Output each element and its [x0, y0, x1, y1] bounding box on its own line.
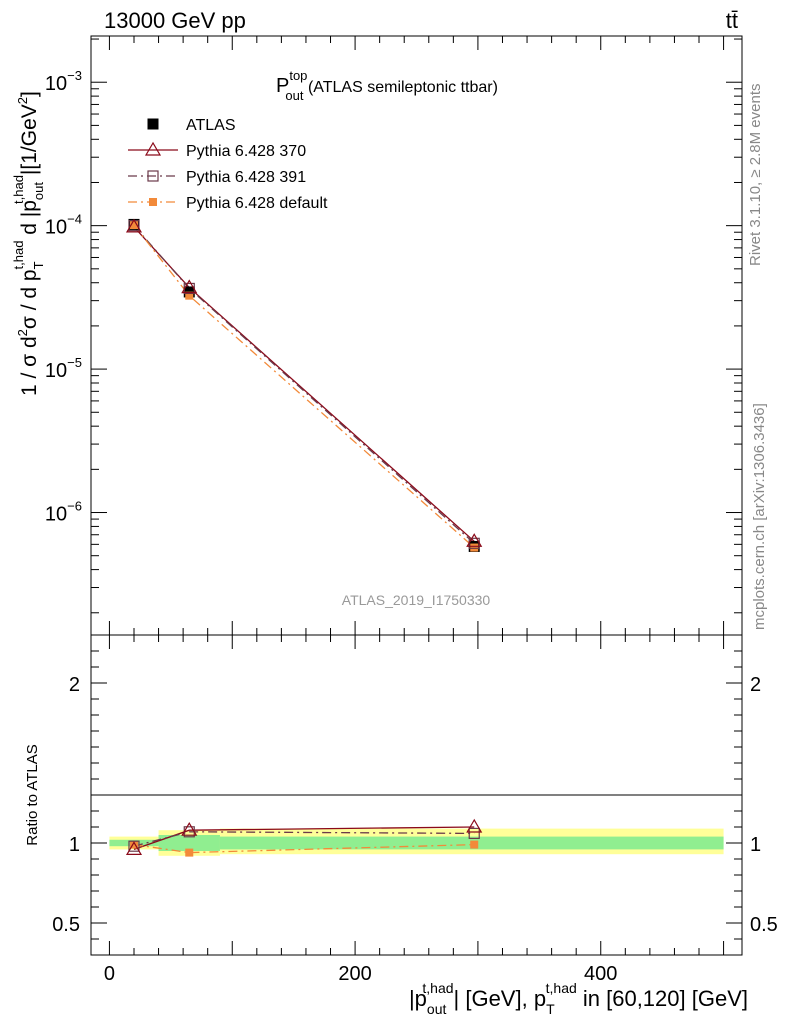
ratio-series-line [133, 826, 475, 851]
ratio-y-tick-label-right: 0.5 [750, 914, 778, 936]
y-axis-label: 1 / σ d2σ / d pTt,had d |poutt,had|[1/Ge… [11, 91, 46, 396]
x-tick-label: 400 [584, 963, 617, 985]
data-point-pythia-default [470, 543, 479, 552]
chart-title-suffix: (ATLAS semileptonic ttbar) [304, 79, 498, 96]
data-point-pythia-370 [181, 279, 198, 294]
ratio-series-markers [125, 818, 483, 857]
energy-label: 13000 GeV pp [104, 8, 246, 33]
ratio-y-tick-label-right: 1 [750, 834, 761, 856]
data-point-pythia-370 [466, 533, 483, 547]
main-panel: 10−3 10−4 10−5 10−6 Ptop out (ATLAS semilept… [11, 35, 743, 636]
data-point-pythia-370 [181, 822, 198, 836]
legend-label: Pythia 6.428 default [186, 195, 328, 212]
chart-title-sub: out [285, 88, 303, 103]
legend-label: Pythia 6.428 370 [186, 143, 306, 160]
y-tick-label: 10−3 [45, 68, 82, 95]
chart-title-main: P [276, 75, 289, 97]
data-point-pythia-default [129, 840, 138, 849]
data-point-pythia-391 [147, 170, 159, 182]
series-line [133, 226, 475, 542]
y-tick-label: 10−5 [45, 355, 82, 382]
series-line [133, 224, 475, 549]
ratio-bands [109, 828, 724, 856]
main-series-lines [133, 224, 475, 549]
legend: ATLAS Pythia 6.428 370 Pythia 6.428 391 Pyt… [128, 117, 328, 212]
data-point-pythia-370 [466, 818, 483, 833]
ratio-y-tick-label: 0.5 [52, 914, 80, 936]
mcplots-label: mcplots.cern.ch [arXiv:1306.3436] [751, 403, 768, 630]
main-ticks [91, 36, 742, 635]
data-point-pythia-default [149, 198, 157, 206]
ratio-series-lines [133, 826, 475, 854]
legend-label: ATLAS [186, 117, 236, 134]
data-point-pythia-default [185, 848, 194, 857]
x-tick-label: 200 [338, 963, 371, 985]
main-series-markers [125, 218, 483, 552]
data-point-pythia-default [185, 291, 194, 300]
ratio-panel: 0.5 0.5 1 1 2 2 0 200 400 Ratio to ATLAS [24, 634, 778, 985]
data-point-pythia-default [470, 840, 479, 849]
rivet-label: Rivet 3.1.10, ≥ 2.8M events [747, 84, 764, 267]
data-point-pythia-370 [144, 141, 162, 156]
analysis-id: ATLAS_2019_I1750330 [342, 592, 491, 608]
ratio-series-line [133, 831, 475, 847]
y-tick-label: 10−6 [45, 499, 82, 526]
ratio-ticks [91, 635, 742, 955]
chart-title: Ptop out (ATLAS semileptonic ttbar) [276, 68, 498, 103]
chart-title-sup: top [289, 68, 307, 83]
data-point-pythia-default [129, 221, 138, 230]
ratio-y-tick-label: 2 [69, 674, 80, 696]
data-point-pythia-370 [125, 218, 143, 233]
data-point-pythia-370 [125, 841, 143, 856]
ratio-tick-labels: 0.5 0.5 1 1 2 2 0 200 400 [52, 674, 778, 985]
ratio-y-tick-label-right: 2 [750, 674, 761, 696]
x-tick-label: 0 [104, 963, 115, 985]
x-axis-label: |poutt,had| [GeV], pTt,had in [60,120] [… [409, 980, 748, 1017]
ratio-y-tick-label: 1 [69, 834, 80, 856]
y-tick-label: 10−4 [45, 212, 82, 239]
legend-label: Pythia 6.428 391 [186, 169, 306, 186]
data-point-pythia-391 [468, 827, 480, 840]
ratio-y-axis-label: Ratio to ATLAS [24, 744, 41, 845]
process-label: tt̄ [726, 8, 738, 33]
data-point-pythia-391 [128, 840, 140, 852]
data-point-atlas [147, 118, 159, 130]
ratio-band-inner [158, 835, 220, 851]
main-tick-labels: 10−3 10−4 10−5 10−6 [45, 68, 82, 525]
